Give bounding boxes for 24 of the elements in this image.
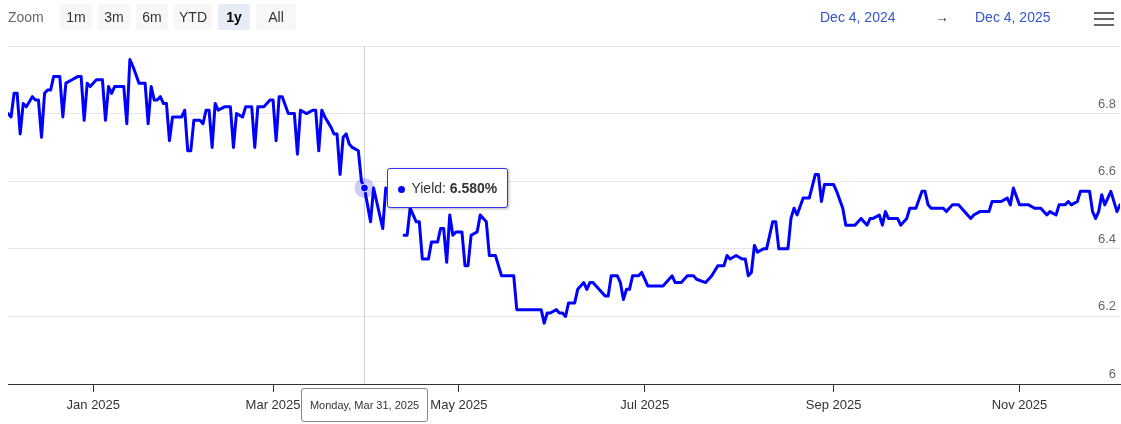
x-tick-label: Jan 2025 — [66, 397, 121, 413]
x-tick-label: Sep 2025 — [805, 397, 862, 413]
x-tick-label: Jul 2025 — [620, 397, 670, 413]
text: Dec 4, 2025 — [975, 9, 1051, 25]
text: → — [935, 9, 949, 25]
text: Monday, Mar 31, 2025 — [300, 388, 429, 422]
x-tick-label: May 2025 — [430, 397, 488, 413]
y-tick-label: 6.6 — [1097, 163, 1116, 179]
legend-label: Yield: — [411, 179, 446, 196]
annotation: 6.580% — [449, 179, 498, 196]
y-tick-label: 6.4 — [1097, 230, 1116, 246]
y-tick-label: 6 — [1108, 366, 1116, 382]
text: 1y — [218, 4, 250, 30]
text: Zoom — [8, 9, 44, 25]
text: 6m — [136, 4, 168, 30]
text: YTD — [174, 4, 212, 30]
y-tick-label: 6.2 — [1097, 298, 1116, 314]
x-tick-label: Nov 2025 — [991, 397, 1048, 413]
text: 3m — [98, 4, 130, 30]
x-tick-label: Mar 2025 — [245, 397, 301, 413]
text: 1m — [60, 4, 92, 30]
text: All — [256, 4, 296, 30]
text: Dec 4, 2024 — [820, 9, 896, 25]
y-tick-label: 6.8 — [1097, 95, 1116, 111]
